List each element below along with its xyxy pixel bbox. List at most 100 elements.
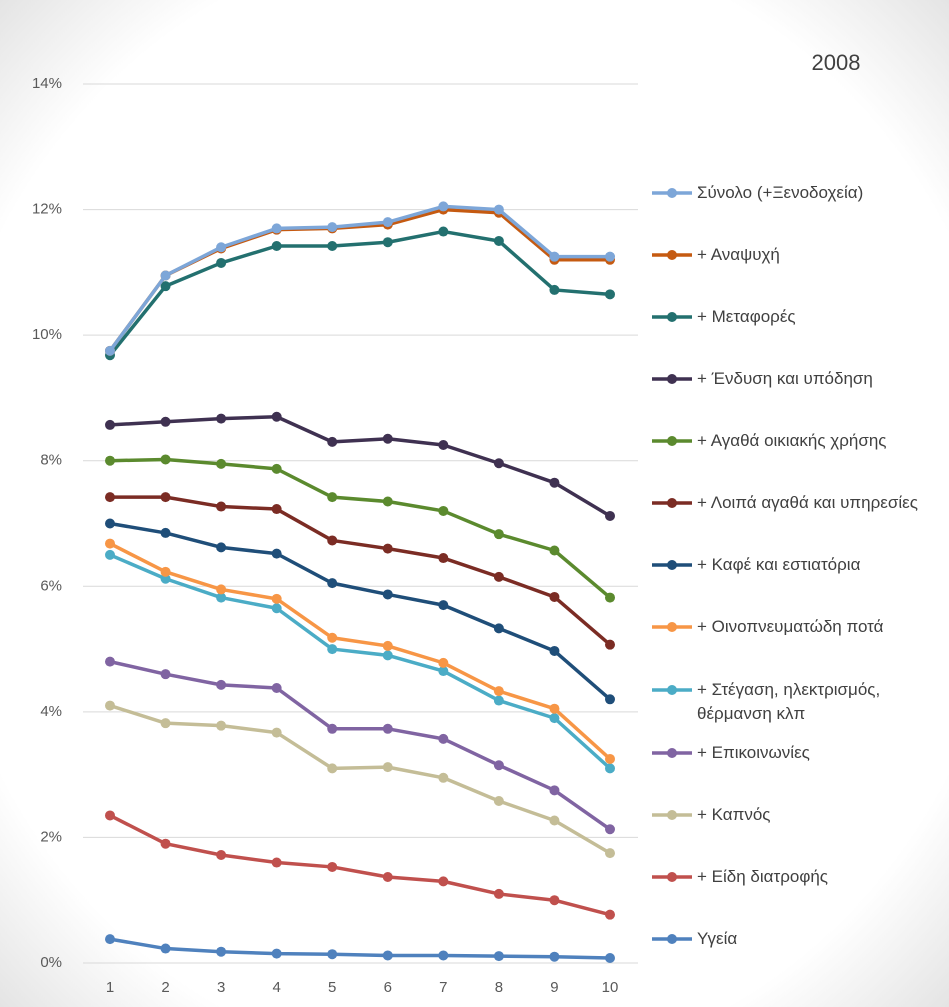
- series: [105, 226, 615, 361]
- point: [549, 545, 560, 556]
- point: [216, 501, 227, 512]
- point: [271, 682, 282, 693]
- legend-label: + Στέγαση, ηλεκτρισμός, θέρμανση κλπ: [697, 680, 881, 723]
- point: [327, 436, 338, 447]
- series: [105, 411, 615, 521]
- legend-marker: [652, 934, 692, 944]
- x-tick-label: 1: [106, 979, 114, 996]
- series: [105, 538, 615, 764]
- legend-label: + Αναψυχή: [697, 245, 780, 264]
- point: [605, 824, 615, 835]
- point: [493, 458, 504, 469]
- point: [493, 951, 504, 962]
- line: [108, 204, 610, 352]
- y-tick-label: 4%: [40, 703, 62, 720]
- point: [327, 240, 338, 251]
- legend-label: + Λοιπά αγαθά και υπηρεσίες: [697, 493, 918, 512]
- legend-label: + Ένδυση και υπόδηση: [697, 369, 873, 388]
- point: [327, 949, 338, 960]
- legend-marker: [652, 872, 692, 882]
- series: [105, 201, 615, 356]
- legend-marker: [652, 810, 692, 820]
- point: [605, 848, 615, 859]
- legend-item: + Είδη διατροφής: [652, 865, 937, 889]
- point: [549, 785, 560, 796]
- line: [110, 495, 612, 647]
- point: [271, 727, 282, 738]
- point: [271, 240, 282, 251]
- point: [438, 600, 449, 611]
- point: [160, 718, 171, 729]
- point: [493, 529, 504, 540]
- legend-label: + Καπνός: [697, 805, 771, 824]
- point: [105, 455, 115, 466]
- legend-dot: [667, 934, 677, 944]
- point: [382, 640, 393, 651]
- y-tick-label: 0%: [40, 954, 62, 971]
- point: [327, 723, 338, 734]
- point: [382, 496, 393, 507]
- y-tick-label: 14%: [32, 75, 62, 92]
- point: [438, 553, 449, 564]
- line: [109, 703, 611, 855]
- point: [549, 703, 560, 714]
- point: [216, 242, 227, 253]
- legend-dot: [667, 436, 677, 446]
- legend-marker: [652, 622, 692, 632]
- point: [160, 416, 171, 427]
- point: [271, 593, 282, 604]
- legend-item: + Μεταφορές: [652, 305, 937, 329]
- point: [549, 895, 560, 906]
- point: [493, 888, 504, 899]
- legend-item: + Καφέ και εστιατόρια: [652, 553, 937, 577]
- point: [549, 645, 560, 656]
- point: [382, 871, 393, 882]
- point: [271, 857, 282, 868]
- legend-label: + Μεταφορές: [697, 307, 796, 326]
- series: [105, 454, 615, 603]
- line: [109, 415, 611, 518]
- x-tick-label: 2: [161, 979, 169, 996]
- y-tick-label: 10%: [32, 326, 62, 343]
- point: [438, 440, 449, 451]
- point: [493, 695, 504, 706]
- legend-marker: [652, 685, 692, 695]
- point: [105, 419, 115, 430]
- point: [160, 943, 171, 954]
- point: [438, 876, 449, 887]
- point: [549, 951, 560, 962]
- line: [109, 542, 612, 761]
- point: [549, 251, 560, 262]
- legend-item: Σύνολο (+Ξενοδοχεία): [652, 181, 937, 205]
- legend-marker: [652, 748, 692, 758]
- point: [493, 686, 504, 697]
- point: [160, 492, 171, 503]
- point: [216, 720, 227, 731]
- point: [216, 413, 227, 424]
- legend-item: + Λοιπά αγαθά και υπηρεσίες: [652, 491, 937, 515]
- point: [216, 850, 227, 861]
- legend-marker: [652, 560, 692, 570]
- legend-label: Υγεία: [697, 929, 738, 948]
- series: [105, 934, 615, 963]
- point: [105, 810, 115, 821]
- point: [382, 762, 393, 773]
- point: [605, 592, 615, 603]
- point: [549, 815, 560, 826]
- line: [108, 229, 611, 357]
- point: [493, 796, 504, 807]
- point: [382, 650, 393, 661]
- x-tick-label: 8: [495, 979, 503, 996]
- point: [438, 657, 449, 668]
- point: [549, 284, 560, 295]
- point: [160, 669, 171, 680]
- legend-dot: [667, 622, 677, 632]
- point: [382, 950, 393, 961]
- series: [105, 700, 615, 859]
- point: [216, 679, 227, 690]
- legend-dot: [667, 872, 677, 882]
- x-tick-label: 4: [272, 979, 280, 996]
- y-tick-label: 12%: [32, 201, 62, 218]
- legend-label: + Καφέ και εστιατόρια: [697, 555, 861, 574]
